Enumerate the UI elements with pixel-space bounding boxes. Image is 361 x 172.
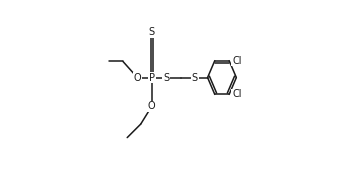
Text: S: S bbox=[163, 73, 169, 83]
Text: O: O bbox=[148, 101, 156, 111]
Text: Cl: Cl bbox=[232, 56, 242, 66]
Text: S: S bbox=[149, 27, 155, 37]
Text: S: S bbox=[192, 73, 198, 83]
Text: Cl: Cl bbox=[232, 89, 242, 99]
Text: P: P bbox=[149, 73, 155, 83]
Text: O: O bbox=[134, 73, 141, 83]
